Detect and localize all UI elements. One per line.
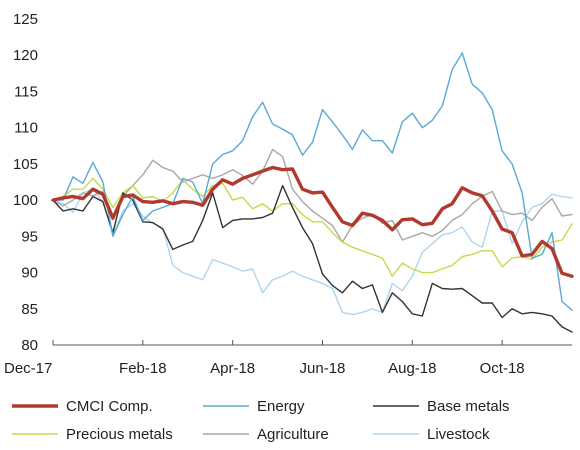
legend-label-base-metals: Base metals	[427, 398, 510, 415]
y-tick-label: 115	[14, 83, 38, 100]
series-line-agriculture	[52, 148, 573, 243]
y-tick-label: 95	[21, 228, 38, 245]
legend-label-agriculture: Agriculture	[257, 426, 329, 443]
legend: CMCI Comp. Energy Base metals Precious meta…	[12, 398, 510, 443]
series-line-energy	[52, 52, 573, 311]
plot-area	[51, 52, 574, 333]
y-tick-label: 80	[21, 337, 38, 354]
y-tick-label: 120	[13, 47, 38, 64]
series-line-livestock	[52, 188, 573, 316]
y-tick-label: 90	[21, 265, 38, 282]
x-tick-label: Aug-18	[388, 360, 436, 377]
y-axis: 80 85 90 95 100 105 110 115 120 125	[13, 11, 38, 354]
series-line-base-metals	[52, 184, 573, 333]
x-tick-label: Feb-18	[119, 360, 167, 377]
y-tick-label: 85	[21, 301, 38, 318]
series-line-precious-metals	[52, 177, 573, 277]
legend-label-precious-metals: Precious metals	[66, 426, 173, 443]
y-tick-label: 110	[14, 120, 38, 137]
legend-label-livestock: Livestock	[427, 426, 490, 443]
x-tick-label: Oct-18	[480, 360, 525, 377]
y-tick-label: 100	[13, 192, 38, 209]
series-line-cmci-comp	[51, 165, 574, 278]
x-tick-label: Jun-18	[300, 360, 346, 377]
y-tick-label: 125	[13, 11, 38, 28]
x-tick-label: Apr-18	[210, 360, 255, 377]
legend-label-cmci-comp: CMCI Comp.	[66, 398, 153, 415]
legend-label-energy: Energy	[257, 398, 305, 415]
y-tick-label: 105	[13, 156, 38, 173]
x-axis: Dec-17 Feb-18 Apr-18 Jun-18 Aug-18 Oct-18	[4, 340, 572, 377]
x-tick-label: Dec-17	[4, 360, 52, 377]
